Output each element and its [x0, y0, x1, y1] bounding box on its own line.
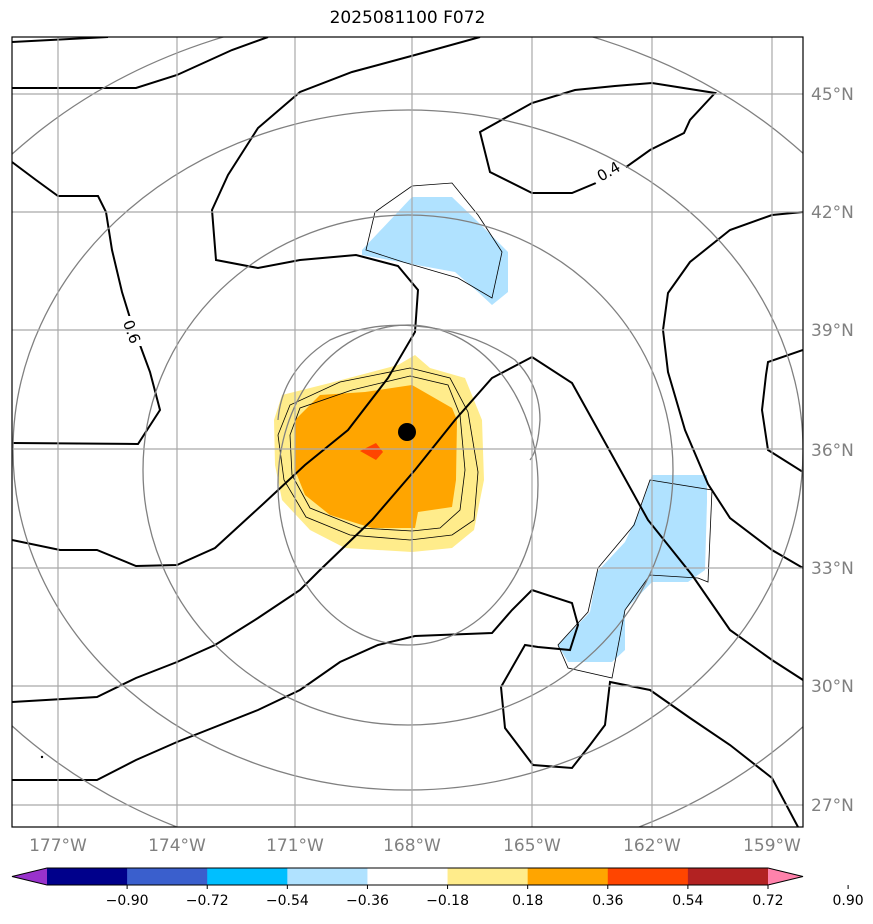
colorbar-label: −0.36	[346, 893, 389, 909]
colorbar-segment	[367, 868, 449, 885]
lat-label-33: 33°N	[811, 559, 854, 579]
lon-label-165w: 165°W	[503, 836, 561, 856]
colorbar-label: 0.90	[833, 893, 864, 909]
colorbar-segment	[47, 868, 128, 885]
contour-label-bg	[120, 316, 142, 346]
lat-label-30: 30°N	[811, 677, 854, 697]
colorbar-label: 0.54	[672, 893, 703, 909]
lat-labels: 45°N 42°N 39°N 36°N 33°N 30°N 27°N	[811, 85, 854, 816]
lat-label-36: 36°N	[811, 441, 854, 461]
colorbar-outline	[11, 867, 804, 886]
storm-center-marker	[398, 423, 416, 441]
lon-label-168w: 168°W	[383, 836, 441, 856]
colorbar-segment	[527, 868, 609, 885]
colorbar-label: −0.54	[266, 893, 309, 909]
lon-labels: 177°W 174°W 171°W 168°W 165°W 162°W 159°…	[29, 836, 801, 856]
lon-label-174w: 174°W	[148, 836, 206, 856]
colorbar-segment	[207, 868, 288, 885]
colorbar-label: 0.18	[512, 893, 543, 909]
colorbar-label: −0.90	[106, 893, 149, 909]
colorbar-label: 0.72	[752, 893, 783, 909]
lat-label-27: 27°N	[811, 796, 854, 816]
map-plot-area: 0.6 0.4	[12, 37, 803, 827]
colorbar-extend-low	[12, 868, 47, 885]
lon-label-171w: 171°W	[266, 836, 324, 856]
map-title: 2025081100 F072	[329, 8, 486, 28]
lon-label-159w: 159°W	[743, 836, 801, 856]
light-blue-fill-north	[362, 197, 508, 305]
colorbar-label: −0.18	[426, 893, 469, 909]
range-rings	[12, 37, 803, 827]
colorbar-extend-high	[768, 868, 803, 885]
map-frame	[11, 36, 804, 828]
red-fill	[360, 443, 383, 460]
lon-label-162w: 162°W	[623, 836, 681, 856]
lon-label-177w: 177°W	[29, 836, 87, 856]
colorbar-segment	[287, 868, 368, 885]
colorbar-segment	[447, 868, 529, 885]
colorbar-segment	[687, 868, 769, 885]
colorbar-label: −0.72	[186, 893, 229, 909]
lat-label-45: 45°N	[811, 85, 854, 105]
thick-contours	[12, 37, 803, 827]
lat-label-39: 39°N	[811, 321, 854, 341]
small-dot	[40, 755, 44, 759]
colorbar-label: 0.36	[592, 893, 623, 909]
colorbar: −0.90 −0.72 −0.54 −0.36 −0.18 0.18 0.36 0.54 0.7…	[11, 867, 864, 909]
colorbar-segment	[127, 868, 208, 885]
colorbar-segment	[607, 868, 689, 885]
lat-label-42: 42°N	[811, 203, 854, 223]
